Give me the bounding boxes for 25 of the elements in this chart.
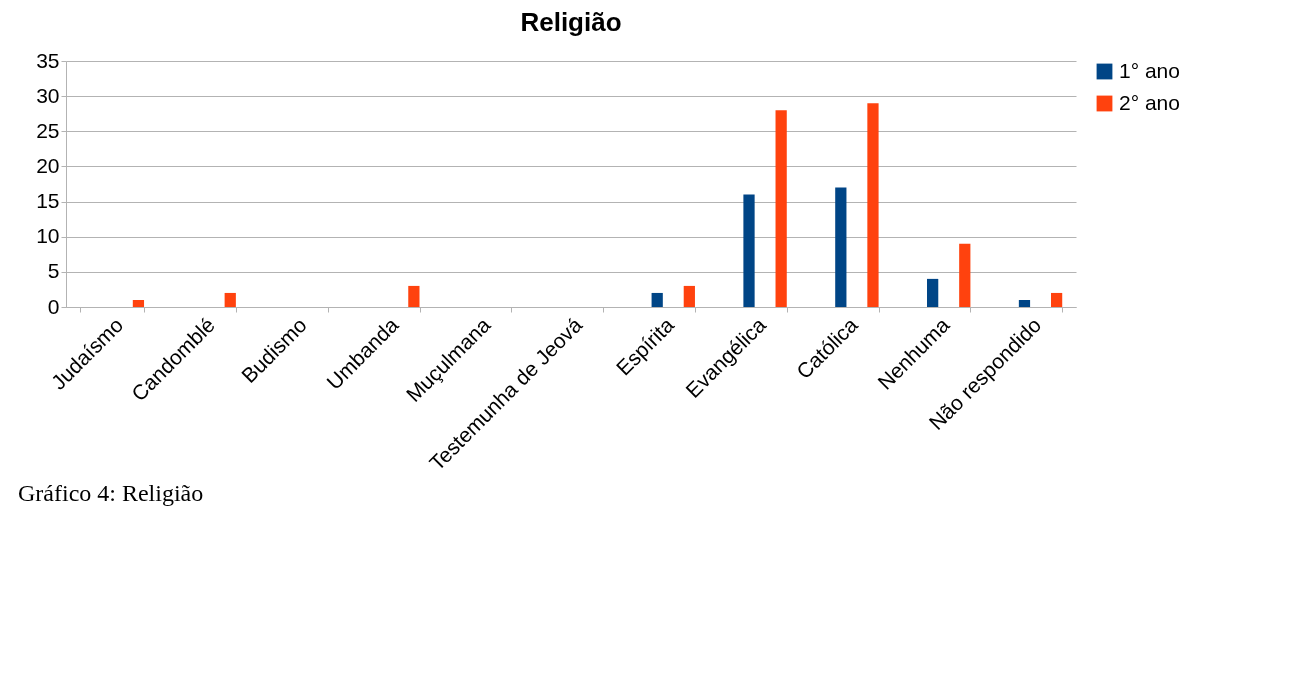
bar bbox=[1050, 292, 1063, 307]
y-tick-label: 15 bbox=[36, 189, 60, 213]
bar bbox=[683, 285, 695, 307]
chart-title: Religião bbox=[520, 7, 622, 37]
y-tick-label: 30 bbox=[36, 83, 60, 107]
bar bbox=[408, 285, 420, 307]
y-tick-label: 25 bbox=[36, 118, 60, 142]
y-tick-label: 35 bbox=[36, 48, 60, 72]
bar bbox=[927, 278, 939, 307]
legend-label: 1° ano bbox=[1119, 58, 1180, 82]
y-tick-label: 10 bbox=[36, 224, 60, 248]
bar bbox=[132, 299, 145, 307]
legend-label: 2° ano bbox=[1119, 90, 1180, 114]
bar bbox=[1018, 299, 1031, 307]
bar bbox=[743, 194, 755, 307]
bar bbox=[959, 243, 971, 307]
bar bbox=[224, 292, 236, 307]
bar bbox=[775, 110, 787, 307]
bar bbox=[867, 103, 879, 307]
bar bbox=[651, 292, 663, 307]
y-tick-label: 5 bbox=[47, 259, 60, 283]
text: Gráfico 4: Religião bbox=[18, 480, 205, 507]
bar bbox=[835, 187, 847, 307]
y-tick-label: 20 bbox=[36, 153, 60, 177]
y-tick-label: 0 bbox=[47, 294, 60, 318]
